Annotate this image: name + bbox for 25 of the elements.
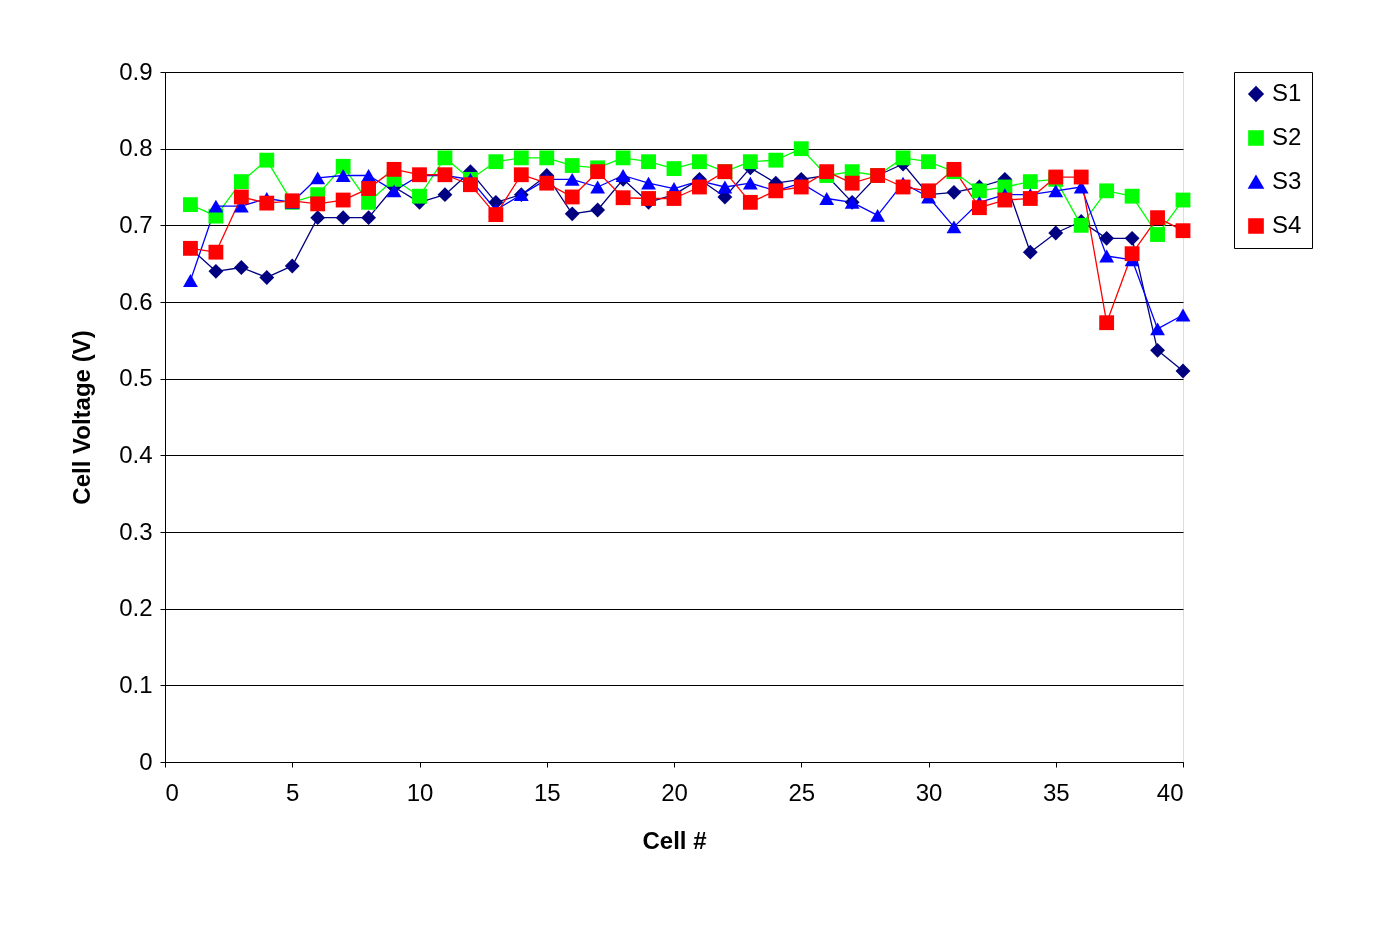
x-tick-label: 25 (788, 778, 816, 806)
legend-label: S4 (1272, 211, 1302, 238)
legend-label: S2 (1272, 123, 1302, 150)
y-tick-label: 0.1 (119, 670, 153, 698)
legend-label: S3 (1272, 167, 1302, 194)
x-tick-label: 10 (406, 778, 434, 806)
y-tick-label: 0.2 (119, 594, 153, 622)
x-tick-label: 35 (1042, 778, 1070, 806)
y-tick-label: 0.9 (119, 57, 153, 85)
x-tick-label: 15 (533, 778, 561, 806)
y-axis-title: Cell Voltage (V) (68, 330, 96, 505)
x-tick-label: 20 (661, 778, 688, 806)
y-tick-label: 0 (139, 747, 153, 775)
x-tick-label: 5 (286, 778, 300, 806)
y-tick-label: 0.5 (119, 364, 153, 392)
y-tick-label: 0.7 (119, 210, 153, 238)
y-tick-label: 0.6 (119, 287, 153, 315)
y-tick-label: 0.3 (119, 517, 153, 545)
y-tick-label: 0.4 (119, 440, 153, 468)
x-tick-label: 40 (1156, 778, 1184, 806)
x-tick-label: 30 (915, 778, 943, 806)
x-tick-label: 0 (165, 778, 179, 806)
legend-label: S1 (1272, 79, 1302, 106)
x-axis-title: Cell # (642, 826, 707, 854)
y-tick-label: 0.8 (119, 134, 153, 162)
